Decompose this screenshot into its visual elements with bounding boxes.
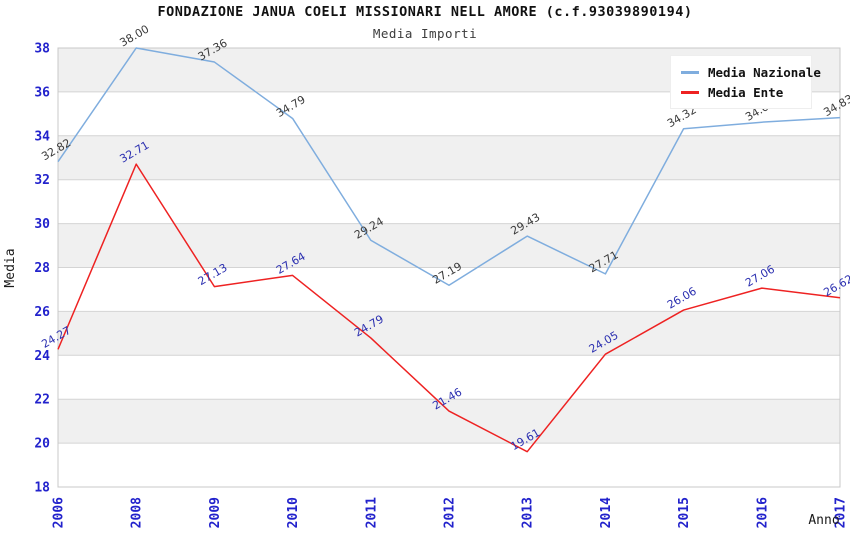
data-point-label: 26.62 (821, 272, 850, 299)
chart-subtitle: Media Importi (372, 26, 478, 41)
data-point-label: 34.83 (821, 92, 850, 119)
x-tick-label: 2012 (443, 497, 458, 528)
x-tick-label: 2009 (208, 497, 223, 528)
data-point-label: 34.79 (274, 93, 308, 120)
x-axis-title: Anno (808, 513, 839, 528)
y-tick-label: 22 (34, 393, 50, 408)
y-tick-label: 30 (34, 217, 50, 232)
grid-band (58, 399, 840, 444)
series-line-media-nazionale (57, 47, 841, 287)
data-point-label: 38.00 (118, 22, 152, 49)
legend-label-media-nazionale: Media Nazionale (708, 64, 821, 80)
chart-title: FONDAZIONE JANUA COELI MISSIONARI NELL A… (157, 4, 693, 20)
y-tick-label: 26 (34, 305, 50, 320)
x-tick-label: 2013 (521, 497, 536, 528)
y-tick-label: 32 (34, 173, 50, 188)
y-tick-label: 20 (34, 437, 50, 452)
x-tick-label: 2010 (286, 497, 301, 528)
legend-item-media-ente: Media Ente (681, 82, 803, 102)
y-tick-label: 28 (34, 261, 50, 276)
media-ente-line-swatch-icon (681, 90, 699, 94)
y-tick-label: 36 (34, 85, 50, 100)
plot-border (57, 47, 841, 488)
grid-band (58, 135, 840, 180)
chart-legend: Media Nazionale Media Ente (670, 55, 821, 109)
media-nazionale-line-swatch-icon (681, 70, 699, 74)
x-tick-label: 2014 (599, 497, 614, 528)
series-line-media-ente (57, 163, 841, 453)
y-tick-label: 18 (34, 481, 50, 496)
x-tick-label: 2017 (834, 497, 849, 528)
x-tick-label: 2015 (677, 497, 692, 528)
y-axis-title: Media (3, 248, 18, 287)
x-tick-label: 2008 (130, 497, 145, 528)
x-tick-label: 2011 (364, 497, 379, 528)
legend-item-media-nazionale: Media Nazionale (681, 62, 821, 82)
grid-band (58, 311, 840, 356)
y-tick-label: 24 (34, 349, 50, 364)
grid-band (58, 223, 840, 268)
y-tick-label: 38 (34, 42, 50, 57)
y-tick-label: 34 (34, 129, 50, 144)
x-tick-label: 2006 (52, 497, 67, 528)
x-tick-label: 2016 (755, 497, 770, 528)
legend-label-media-ente: Media Ente (708, 84, 784, 100)
